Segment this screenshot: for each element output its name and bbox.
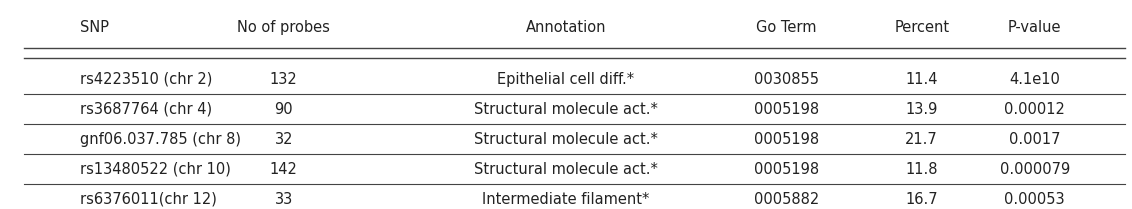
- Text: 4.1e10: 4.1e10: [1010, 72, 1060, 87]
- Text: 0005198: 0005198: [754, 132, 818, 147]
- Text: rs6376011(chr 12): rs6376011(chr 12): [80, 192, 217, 207]
- Text: 0005882: 0005882: [754, 192, 818, 207]
- Text: 132: 132: [269, 72, 298, 87]
- Text: rs3687764 (chr 4): rs3687764 (chr 4): [80, 102, 213, 117]
- Text: 0.00053: 0.00053: [1004, 192, 1065, 207]
- Text: 0.0017: 0.0017: [1009, 132, 1061, 147]
- Text: SNP: SNP: [80, 20, 110, 35]
- Text: Percent: Percent: [894, 20, 950, 35]
- Text: 142: 142: [269, 162, 298, 177]
- Text: 0.000079: 0.000079: [1000, 162, 1070, 177]
- Text: 90: 90: [274, 102, 293, 117]
- Text: 0005198: 0005198: [754, 162, 818, 177]
- Text: gnf06.037.785 (chr 8): gnf06.037.785 (chr 8): [80, 132, 241, 147]
- Text: 0030855: 0030855: [754, 72, 818, 87]
- Text: Structural molecule act.*: Structural molecule act.*: [474, 162, 658, 177]
- Text: 11.4: 11.4: [906, 72, 938, 87]
- Text: 11.8: 11.8: [906, 162, 938, 177]
- Text: 13.9: 13.9: [906, 102, 938, 117]
- Text: Epithelial cell diff.*: Epithelial cell diff.*: [497, 72, 635, 87]
- Text: No of probes: No of probes: [238, 20, 331, 35]
- Text: P-value: P-value: [1007, 20, 1062, 35]
- Text: rs13480522 (chr 10): rs13480522 (chr 10): [80, 162, 231, 177]
- Text: Structural molecule act.*: Structural molecule act.*: [474, 132, 658, 147]
- Text: Structural molecule act.*: Structural molecule act.*: [474, 102, 658, 117]
- Text: 0005198: 0005198: [754, 102, 818, 117]
- Text: Go Term: Go Term: [756, 20, 816, 35]
- Text: rs4223510 (chr 2): rs4223510 (chr 2): [80, 72, 213, 87]
- Text: 0.00012: 0.00012: [1004, 102, 1065, 117]
- Text: 21.7: 21.7: [906, 132, 938, 147]
- Text: 16.7: 16.7: [906, 192, 938, 207]
- Text: Annotation: Annotation: [525, 20, 607, 35]
- Text: 32: 32: [274, 132, 293, 147]
- Text: 33: 33: [275, 192, 293, 207]
- Text: Intermediate filament*: Intermediate filament*: [482, 192, 650, 207]
